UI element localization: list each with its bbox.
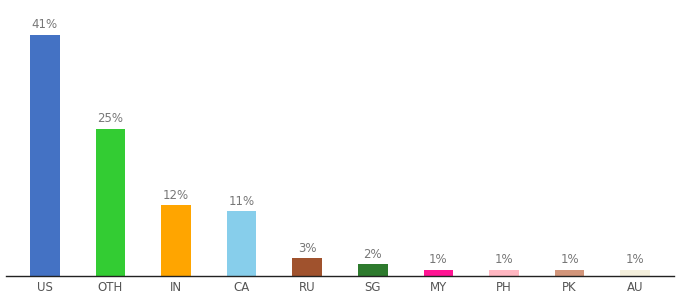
Text: 12%: 12% — [163, 189, 189, 202]
Text: 1%: 1% — [626, 254, 645, 266]
Text: 11%: 11% — [228, 195, 255, 208]
Bar — [424, 270, 453, 276]
Bar — [620, 270, 650, 276]
Bar — [161, 206, 191, 276]
Text: 25%: 25% — [97, 112, 124, 125]
Text: 3%: 3% — [298, 242, 316, 255]
Bar — [555, 270, 584, 276]
Bar — [292, 258, 322, 276]
Text: 41%: 41% — [32, 18, 58, 32]
Text: 1%: 1% — [494, 254, 513, 266]
Bar — [96, 129, 125, 276]
Text: 1%: 1% — [560, 254, 579, 266]
Bar — [489, 270, 519, 276]
Bar — [358, 264, 388, 276]
Bar — [227, 211, 256, 276]
Text: 2%: 2% — [364, 248, 382, 261]
Bar — [30, 35, 60, 276]
Text: 1%: 1% — [429, 254, 447, 266]
